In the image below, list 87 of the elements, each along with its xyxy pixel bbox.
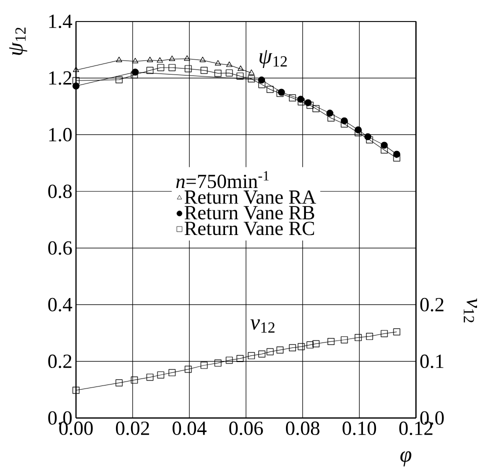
point <box>72 66 80 72</box>
x-tick-label: 0.04 <box>172 422 207 436</box>
point <box>354 129 362 136</box>
point <box>248 75 255 82</box>
point <box>238 65 244 71</box>
point <box>340 336 348 344</box>
point <box>200 362 208 369</box>
point <box>200 66 208 74</box>
point <box>248 352 255 360</box>
point <box>366 136 374 144</box>
annotation: ψ$_{12}$ <box>260 50 287 68</box>
y-tick-label: 1.2 <box>49 71 72 85</box>
x-axis-title: φ <box>400 451 412 466</box>
point <box>130 71 138 78</box>
point <box>132 58 138 64</box>
point <box>214 60 222 66</box>
point <box>156 57 163 63</box>
point <box>72 77 80 84</box>
y2-tick-label: 0.1 <box>420 354 444 368</box>
y2-tick-label: 0.2 <box>420 298 444 312</box>
legend-label: Return Vane RC <box>184 222 314 236</box>
legend-label: Return Vane RB <box>184 206 314 220</box>
point <box>258 81 266 88</box>
point <box>146 374 154 381</box>
point <box>266 86 274 93</box>
point <box>184 65 192 72</box>
y-tick-label: 1.4 <box>49 14 72 28</box>
y-tick-label: 0.8 <box>48 184 72 198</box>
point <box>328 114 334 122</box>
point <box>184 55 190 61</box>
point <box>200 56 206 62</box>
point <box>226 356 233 364</box>
y-tick-label: 0.6 <box>48 241 72 255</box>
point <box>72 386 80 394</box>
x-tick-label: 0.06 <box>229 422 263 436</box>
x-tick-label: 0.02 <box>116 422 150 436</box>
point <box>366 332 374 340</box>
y-tick-label: 0.4 <box>48 298 72 312</box>
y2-axis-title: ν$_{12}$ <box>464 298 478 322</box>
point <box>248 69 254 75</box>
point <box>288 94 296 102</box>
point <box>380 330 388 338</box>
point <box>168 369 176 376</box>
x-tick-label: 0.08 <box>286 422 320 436</box>
point <box>146 56 154 62</box>
point <box>288 344 296 352</box>
point <box>393 154 400 162</box>
point <box>226 62 232 67</box>
point <box>157 371 164 378</box>
legend-title: n=750min$^{-1}$ <box>176 171 269 188</box>
point <box>236 355 244 362</box>
point <box>130 376 138 384</box>
point <box>236 72 244 80</box>
point <box>312 340 320 348</box>
point <box>298 343 305 350</box>
point <box>72 82 80 90</box>
x-tick-label: 0.10 <box>342 422 376 436</box>
point <box>266 348 274 356</box>
point <box>258 76 266 84</box>
point <box>328 338 335 346</box>
point <box>298 98 305 106</box>
point <box>306 341 314 348</box>
annotation: ν$_{12}$ <box>250 319 274 333</box>
point <box>116 76 123 84</box>
point <box>214 360 222 367</box>
point <box>168 56 176 61</box>
point <box>354 334 362 342</box>
y-tick-label: 0.2 <box>48 354 72 368</box>
point <box>157 64 164 72</box>
point <box>146 66 154 74</box>
point <box>258 350 266 358</box>
point <box>393 328 400 336</box>
point <box>116 379 123 386</box>
point <box>116 56 122 62</box>
point <box>184 366 192 373</box>
point <box>326 110 334 117</box>
point <box>340 120 348 128</box>
legend-label: Return Vane RA <box>184 190 316 204</box>
y-tick-label: 1.0 <box>49 128 72 142</box>
point <box>168 64 176 72</box>
point <box>276 346 284 354</box>
point <box>214 70 222 77</box>
point <box>380 146 388 154</box>
y-axis-title: ψ$_{12}$ <box>9 28 28 55</box>
point <box>226 69 233 76</box>
point <box>312 105 320 112</box>
point <box>306 102 314 109</box>
